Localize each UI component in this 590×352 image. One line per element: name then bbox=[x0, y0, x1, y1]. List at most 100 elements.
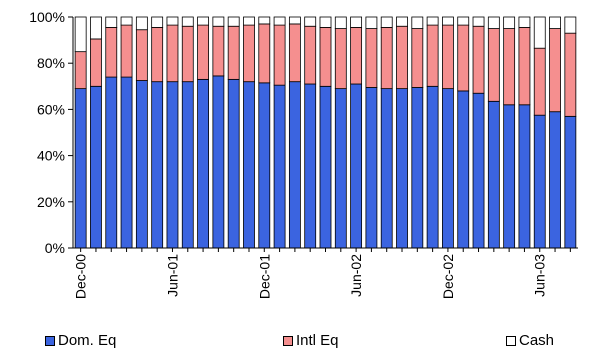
bar-cash-dec-05 bbox=[380, 16, 393, 28]
bar-dom-eq-jun-05 bbox=[350, 83, 363, 249]
bar-cash-mar-08 bbox=[518, 16, 531, 28]
bar-dom-eq-dec-00 bbox=[74, 88, 87, 249]
bar-cash-dec-07 bbox=[503, 16, 516, 29]
bar-intl-eq-sep-05 bbox=[365, 28, 378, 88]
bar-cash-jun-04 bbox=[288, 16, 301, 25]
bar-intl-eq-jun-05 bbox=[350, 26, 363, 85]
bar-cash-jun-01 bbox=[105, 16, 118, 28]
legend-label-intl-eq: Intl Eq bbox=[296, 332, 339, 349]
bar-intl-eq-jun-01 bbox=[105, 26, 118, 78]
legend-swatch-cash bbox=[506, 336, 516, 346]
bar-intl-eq-mar-01 bbox=[90, 38, 102, 87]
bar-intl-eq-dec-05 bbox=[380, 26, 393, 90]
bar-intl-eq-mar-06 bbox=[396, 25, 408, 90]
bar-intl-eq-sep-07 bbox=[487, 28, 500, 102]
bar-intl-eq-mar-05 bbox=[334, 28, 347, 90]
bar-cash-mar-01 bbox=[90, 16, 102, 40]
bar-intl-eq-jun-07 bbox=[472, 25, 485, 94]
bar-dom-eq-dec-01 bbox=[135, 80, 148, 249]
bar-dom-eq-jun-04 bbox=[288, 81, 301, 249]
legend-item-dom-eq: Dom. Eq bbox=[45, 332, 116, 350]
x-tick-label: Dec-00 bbox=[73, 254, 89, 299]
bar-cash-dec-08 bbox=[564, 16, 577, 34]
bar-cash-dec-03 bbox=[258, 16, 271, 25]
bar-dom-eq-mar-07 bbox=[457, 90, 470, 249]
bar-cash-mar-04 bbox=[273, 16, 286, 26]
bar-cash-jun-06 bbox=[411, 16, 424, 29]
bar-dom-eq-dec-08 bbox=[564, 115, 577, 249]
bar-intl-eq-jun-04 bbox=[288, 23, 301, 83]
y-tick-label: 100% bbox=[29, 9, 65, 25]
y-tick-label: 40% bbox=[37, 148, 65, 164]
bar-dom-eq-mar-06 bbox=[396, 88, 408, 249]
bar-cash-mar-02 bbox=[151, 16, 164, 28]
bar-cash-dec-06 bbox=[442, 16, 454, 26]
bar-cash-mar-07 bbox=[457, 16, 470, 26]
bar-dom-eq-dec-03 bbox=[258, 82, 271, 249]
bar-dom-eq-jun-01 bbox=[105, 76, 118, 249]
bar-intl-eq-sep-06 bbox=[426, 24, 439, 87]
y-axis: 0% 20% 40% 60% 80% 100% bbox=[29, 9, 74, 256]
x-tick-label: Jun-03 bbox=[532, 254, 548, 297]
bar-dom-eq-jun-03 bbox=[227, 78, 240, 249]
bar-dom-eq-sep-04 bbox=[304, 83, 317, 249]
bar-dom-eq-sep-06 bbox=[426, 85, 439, 249]
bar-cash-dec-04 bbox=[319, 16, 332, 28]
bar-intl-eq-mar-08 bbox=[518, 26, 531, 106]
bar-intl-eq-jun-06 bbox=[411, 28, 424, 88]
bar-dom-eq-sep-08 bbox=[549, 111, 561, 249]
bar-cash-sep-01 bbox=[120, 16, 133, 26]
bar-cash-sep-05 bbox=[365, 16, 378, 29]
bar-dom-eq-dec-04 bbox=[319, 85, 332, 249]
bar-cash-jun-05 bbox=[350, 16, 363, 28]
bar-intl-eq-mar-02 bbox=[151, 26, 164, 83]
bar-dom-eq-mar-02 bbox=[151, 81, 164, 249]
legend-item-intl-eq: Intl Eq bbox=[283, 332, 339, 350]
bar-cash-dec-01 bbox=[135, 16, 148, 31]
bar-cash-jun-03 bbox=[227, 16, 240, 27]
bar-intl-eq-dec-03 bbox=[258, 23, 271, 84]
bar-cash-sep-04 bbox=[304, 16, 317, 27]
bar-cash-dec-00 bbox=[74, 16, 87, 53]
bar-cash-sep-08 bbox=[549, 16, 561, 29]
y-tick-label: 0% bbox=[45, 240, 65, 256]
bar-cash-jun-08 bbox=[533, 16, 546, 49]
bar-cash-mar-05 bbox=[334, 16, 347, 29]
bar-dom-eq-jun-02 bbox=[166, 81, 179, 249]
bar-intl-eq-sep-01 bbox=[120, 24, 133, 78]
bar-dom-eq-jun-08 bbox=[533, 114, 546, 249]
bar-cash-jun-07 bbox=[472, 16, 485, 27]
legend-label-cash: Cash bbox=[519, 332, 555, 349]
bar-cash-sep-02 bbox=[181, 16, 194, 27]
bar-cash-sep-03 bbox=[243, 16, 255, 26]
bar-dom-eq-mar-08 bbox=[518, 104, 531, 249]
bar-intl-eq-dec-00 bbox=[74, 51, 87, 90]
y-tick-label: 80% bbox=[37, 55, 65, 71]
x-axis: Dec-00Jun-01Dec-01Jun-02Dec-02Jun-03Dec-… bbox=[73, 247, 578, 299]
bar-dom-eq-sep-05 bbox=[365, 87, 378, 249]
legend-label-dom-eq: Dom. Eq bbox=[58, 332, 117, 349]
x-tick-label: Jun-01 bbox=[164, 254, 180, 297]
bar-cash-sep-06 bbox=[426, 16, 439, 26]
bar-dom-eq-jun-06 bbox=[411, 87, 424, 249]
bar-intl-eq-dec-07 bbox=[503, 28, 516, 106]
bar-intl-eq-dec-02 bbox=[197, 24, 209, 80]
bar-dom-eq-mar-01 bbox=[90, 85, 102, 249]
legend-item-cash: Cash bbox=[506, 332, 554, 350]
x-tick-label: Dec-01 bbox=[256, 254, 272, 299]
bar-dom-eq-sep-01 bbox=[120, 76, 133, 249]
bar-intl-eq-jun-08 bbox=[533, 47, 546, 116]
bar-intl-eq-sep-03 bbox=[243, 24, 255, 83]
bar-dom-eq-jun-07 bbox=[472, 92, 485, 249]
legend-swatch-dom-eq bbox=[45, 336, 55, 346]
legend-swatch-intl-eq bbox=[283, 336, 293, 346]
bar-dom-eq-mar-04 bbox=[273, 84, 286, 249]
bar-dom-eq-dec-02 bbox=[197, 78, 209, 249]
bar-dom-eq-sep-03 bbox=[243, 81, 255, 249]
bar-intl-eq-mar-07 bbox=[457, 24, 470, 92]
bar-intl-eq-jun-02 bbox=[166, 24, 179, 83]
bar-dom-eq-sep-07 bbox=[487, 100, 500, 249]
stacked-bar-chart: 0% 20% 40% 60% 80% 100% Dec-00 Jun-01 Dec-01 Jun… bbox=[29, 9, 578, 299]
bar-cash-dec-02 bbox=[197, 16, 209, 26]
bar-cash-mar-06 bbox=[396, 16, 408, 27]
